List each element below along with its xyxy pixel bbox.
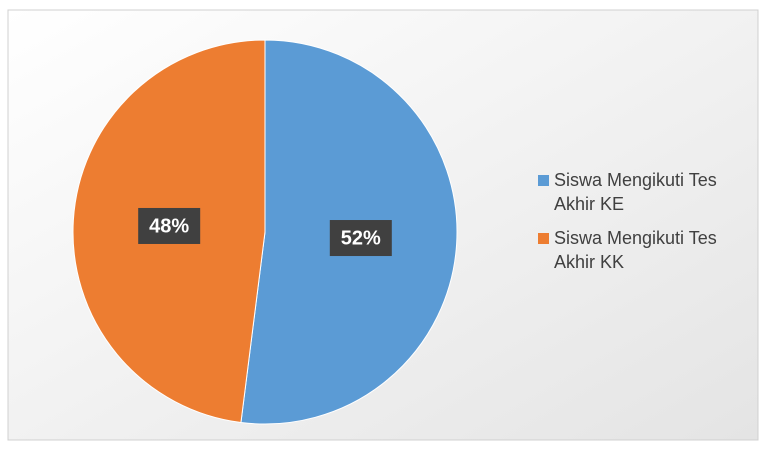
data-label: 52% xyxy=(341,227,381,249)
legend: Siswa Mengikuti Tes Akhir KE Siswa Mengik… xyxy=(538,168,760,284)
data-label-box xyxy=(329,220,392,257)
legend-swatch xyxy=(538,233,549,244)
legend-label: Siswa Mengikuti Tes Akhir KE xyxy=(554,170,717,214)
legend-item: Siswa Mengikuti Tes Akhir KK xyxy=(538,226,760,274)
legend-item: Siswa Mengikuti Tes Akhir KE xyxy=(538,168,760,216)
data-label: 48% xyxy=(149,215,189,237)
data-label-box xyxy=(138,207,201,244)
legend-label: Siswa Mengikuti Tes Akhir KK xyxy=(554,228,717,272)
legend-swatch xyxy=(538,175,549,186)
